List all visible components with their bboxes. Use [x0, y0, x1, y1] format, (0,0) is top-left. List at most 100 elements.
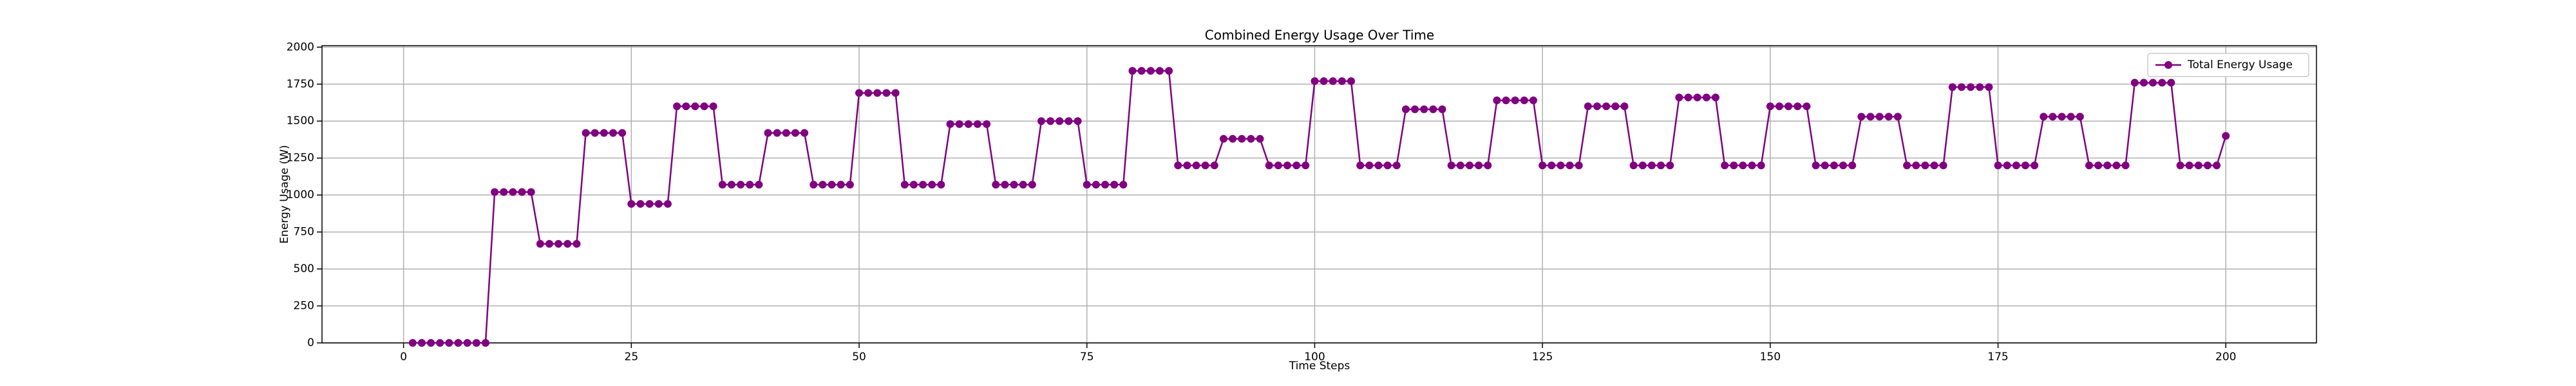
data-point [1247, 134, 1255, 143]
data-point [1638, 161, 1647, 170]
data-point [1347, 77, 1356, 86]
data-point [573, 240, 581, 248]
data-point [1174, 161, 1182, 170]
x-tick-label: 175 [1987, 351, 2008, 363]
data-point [1083, 181, 1091, 189]
data-point [1848, 161, 1857, 170]
data-point [1010, 181, 1018, 189]
data-point [618, 129, 627, 137]
data-point [472, 339, 480, 347]
data-point [819, 181, 827, 189]
data-point [1647, 161, 1656, 170]
data-point [909, 181, 918, 189]
data-point [1411, 105, 1419, 113]
data-point [1438, 105, 1446, 113]
data-point [1365, 161, 1374, 170]
data-point [755, 181, 763, 189]
data-point [436, 339, 444, 347]
data-point [2112, 161, 2121, 170]
data-point [1265, 161, 1273, 170]
y-tick-label: 1250 [287, 152, 314, 165]
x-tick-label: 150 [1760, 351, 1781, 363]
data-point [1666, 161, 1674, 170]
data-point [545, 240, 553, 248]
data-point [2012, 161, 2020, 170]
data-point [600, 129, 608, 137]
data-point [1056, 117, 1064, 125]
data-point [445, 339, 453, 347]
x-tick-label: 25 [625, 351, 639, 363]
data-point [782, 129, 790, 137]
data-point [1046, 117, 1055, 125]
y-tick-label: 0 [307, 336, 314, 349]
data-point [2203, 161, 2211, 170]
y-tick-label: 1000 [287, 188, 314, 201]
data-point [709, 102, 717, 111]
data-point [828, 181, 836, 189]
data-point [1866, 113, 1875, 121]
data-point [973, 120, 981, 128]
y-tick-label: 1500 [287, 115, 314, 127]
data-point [873, 89, 882, 97]
data-point [791, 129, 799, 137]
data-point [1721, 161, 1729, 170]
data-point [2139, 78, 2148, 87]
data-point [727, 181, 735, 189]
data-point [955, 120, 963, 128]
data-point [1484, 161, 1492, 170]
data-point [1948, 83, 1956, 91]
chart-title: Combined Energy Usage Over Time [1205, 28, 1434, 43]
data-point [1611, 102, 1620, 111]
data-point [518, 188, 526, 196]
data-point [1110, 181, 1119, 189]
data-point [1311, 77, 1319, 86]
data-point [1957, 83, 1965, 91]
data-point [1557, 161, 1565, 170]
data-point [919, 181, 927, 189]
data-point [1065, 117, 1073, 125]
x-tick-label: 0 [400, 351, 407, 363]
data-point [1766, 102, 1774, 111]
data-point [1356, 161, 1365, 170]
data-point [937, 181, 945, 189]
data-point [2149, 78, 2157, 87]
x-tick-label: 200 [2215, 351, 2236, 363]
data-point [1019, 181, 1027, 189]
data-point [964, 120, 972, 128]
legend-marker [2164, 61, 2172, 69]
data-point [2076, 113, 2084, 121]
data-point [1875, 113, 1884, 121]
data-point [454, 339, 462, 347]
data-point [1146, 67, 1155, 75]
data-point [1620, 102, 1629, 111]
data-point [2021, 161, 2029, 170]
data-point [1183, 161, 1191, 170]
data-point [1730, 161, 1738, 170]
data-point [2094, 161, 2103, 170]
data-point [1994, 161, 2002, 170]
data-point [1511, 96, 1519, 105]
data-point [1456, 161, 1464, 170]
data-point [636, 199, 645, 208]
data-point [983, 120, 991, 128]
data-point [1967, 83, 1975, 91]
data-point [1320, 77, 1328, 86]
data-point [2194, 161, 2202, 170]
y-tick-label: 2000 [287, 41, 314, 53]
data-point [2040, 113, 2048, 121]
data-line [412, 69, 2227, 344]
data-point [1229, 134, 1237, 143]
data-point [1256, 134, 1264, 143]
data-point [1785, 102, 1793, 111]
data-point [900, 181, 909, 189]
data-point [2222, 132, 2230, 140]
data-point [1338, 77, 1346, 86]
data-point [864, 89, 873, 97]
data-point [417, 339, 426, 347]
data-point [1584, 102, 1592, 111]
data-point [491, 188, 499, 196]
data-point [564, 240, 572, 248]
data-point [1493, 96, 1501, 105]
data-point [1238, 134, 1246, 143]
